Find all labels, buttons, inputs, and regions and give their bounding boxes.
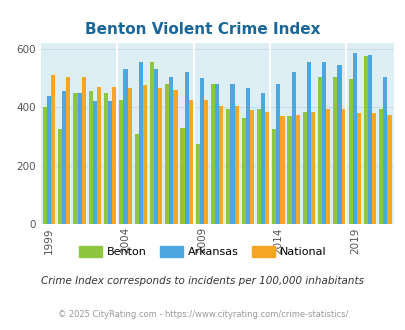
Bar — [139, 62, 143, 224]
Bar — [188, 100, 192, 224]
Bar — [127, 88, 131, 224]
Bar — [180, 128, 184, 224]
Bar — [352, 53, 356, 224]
Bar — [149, 62, 153, 224]
Bar — [226, 109, 230, 224]
Bar — [333, 77, 337, 224]
Bar — [199, 78, 203, 224]
Bar — [317, 77, 322, 224]
Bar — [356, 113, 360, 224]
Bar — [295, 115, 299, 224]
Bar — [66, 77, 70, 224]
Bar — [382, 77, 386, 224]
Bar — [165, 84, 169, 224]
Bar — [386, 115, 391, 224]
Bar — [302, 112, 306, 224]
Bar — [337, 65, 341, 224]
Legend: Benton, Arkansas, National: Benton, Arkansas, National — [75, 242, 330, 262]
Bar — [184, 72, 188, 224]
Bar — [280, 116, 284, 224]
Bar — [173, 90, 177, 224]
Bar — [230, 84, 234, 224]
Bar — [260, 93, 264, 224]
Text: Benton Violent Crime Index: Benton Violent Crime Index — [85, 22, 320, 37]
Bar — [158, 88, 162, 224]
Bar — [123, 69, 127, 224]
Bar — [291, 72, 295, 224]
Text: © 2025 CityRating.com - https://www.cityrating.com/crime-statistics/: © 2025 CityRating.com - https://www.city… — [58, 310, 347, 319]
Bar — [47, 96, 51, 224]
Bar — [43, 107, 47, 224]
Bar — [97, 87, 101, 224]
Bar — [153, 69, 158, 224]
Bar — [245, 88, 249, 224]
Bar — [306, 62, 310, 224]
Bar — [195, 144, 199, 224]
Bar — [234, 106, 238, 224]
Bar — [287, 116, 291, 224]
Bar — [119, 100, 123, 224]
Bar — [310, 112, 314, 224]
Bar — [58, 129, 62, 224]
Bar — [256, 109, 260, 224]
Bar — [249, 110, 254, 224]
Bar — [88, 91, 93, 224]
Bar — [73, 93, 77, 224]
Bar — [81, 77, 85, 224]
Bar — [241, 117, 245, 224]
Bar — [326, 109, 330, 224]
Bar — [108, 101, 112, 224]
Bar — [134, 134, 139, 224]
Bar — [104, 93, 108, 224]
Bar — [211, 84, 215, 224]
Bar — [62, 91, 66, 224]
Bar — [51, 75, 55, 224]
Bar — [143, 85, 147, 224]
Bar — [341, 109, 345, 224]
Bar — [264, 112, 269, 224]
Bar — [348, 80, 352, 224]
Bar — [169, 77, 173, 224]
Bar — [378, 109, 382, 224]
Bar — [112, 87, 116, 224]
Bar — [367, 54, 371, 224]
Bar — [203, 100, 208, 224]
Bar — [77, 93, 81, 224]
Bar — [271, 129, 276, 224]
Text: Crime Index corresponds to incidents per 100,000 inhabitants: Crime Index corresponds to incidents per… — [41, 276, 364, 286]
Bar — [322, 62, 326, 224]
Bar — [363, 56, 367, 224]
Bar — [215, 84, 219, 224]
Bar — [93, 101, 97, 224]
Bar — [219, 106, 223, 224]
Bar — [276, 84, 280, 224]
Bar — [371, 113, 375, 224]
